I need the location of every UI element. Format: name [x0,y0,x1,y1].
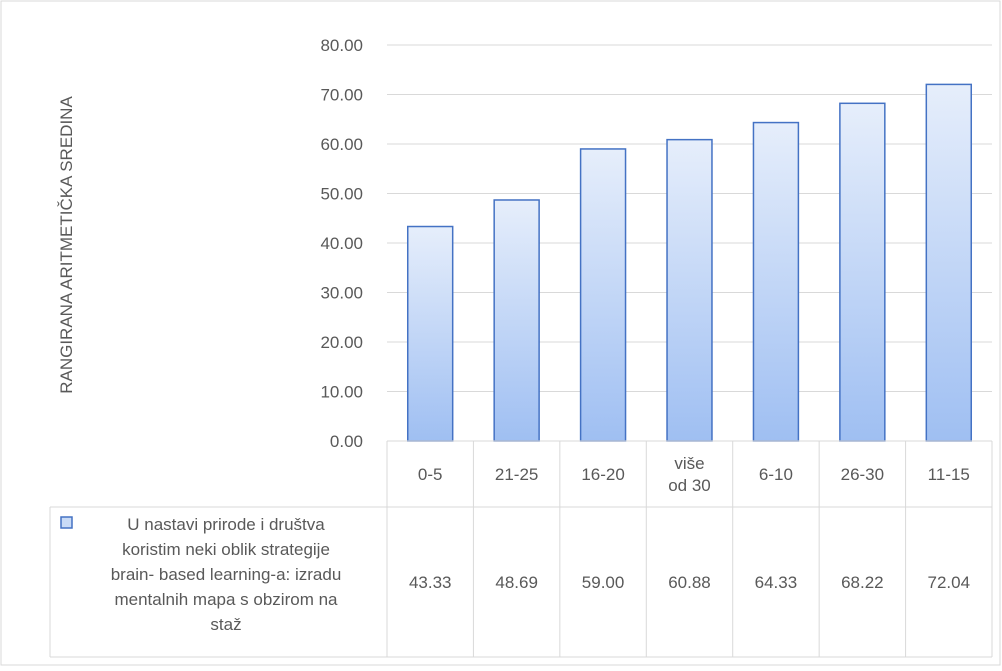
y-tick-label: 80.00 [320,36,363,55]
y-tick-label: 70.00 [320,86,363,105]
bar [579,148,627,442]
legend-swatch [60,516,73,529]
y-tick-label: 20.00 [320,333,363,352]
bar [839,102,886,442]
data-value-label: 60.88 [668,573,711,592]
data-value-label: 72.04 [928,573,971,592]
bars [406,83,973,442]
x-category-label: više od 30 [668,454,711,495]
x-category-label: 0-5 [418,465,443,484]
bar [752,121,800,442]
y-tick-label: 40.00 [320,234,363,253]
data-value-label: 59.00 [582,573,625,592]
y-tick-label: 10.00 [320,383,363,402]
data-value-label: 43.33 [409,573,452,592]
data-table: 0-5 21-25 16-20 više od 30 6-10 26-30 11-15 43.3… [49,440,993,658]
bar [493,199,540,442]
data-value-label: 68.22 [841,573,884,592]
y-axis-ticks: 0.00 10.00 20.00 30.00 40.00 50.00 60.00 70.00 8… [320,36,363,451]
x-category-label: 6-10 [759,465,793,484]
y-axis-label: RANGIRANA ARITMETIČKA SREDINA [57,96,76,394]
x-category-label: 26-30 [841,465,884,484]
y-tick-label: 60.00 [320,135,363,154]
x-category-label: 21-25 [495,465,538,484]
y-tick-label: 30.00 [320,284,363,303]
x-category-label: 16-20 [581,465,624,484]
bar [406,225,454,442]
legend-series-name: U nastavi prirode i društva koristim neki… [111,515,342,634]
y-tick-label: 50.00 [320,185,363,204]
x-category-label: 11-15 [928,465,970,484]
bar [666,138,713,442]
bar [925,83,973,442]
data-value-label: 48.69 [495,573,538,592]
y-tick-label: 0.00 [330,432,363,451]
data-value-label: 64.33 [755,573,798,592]
